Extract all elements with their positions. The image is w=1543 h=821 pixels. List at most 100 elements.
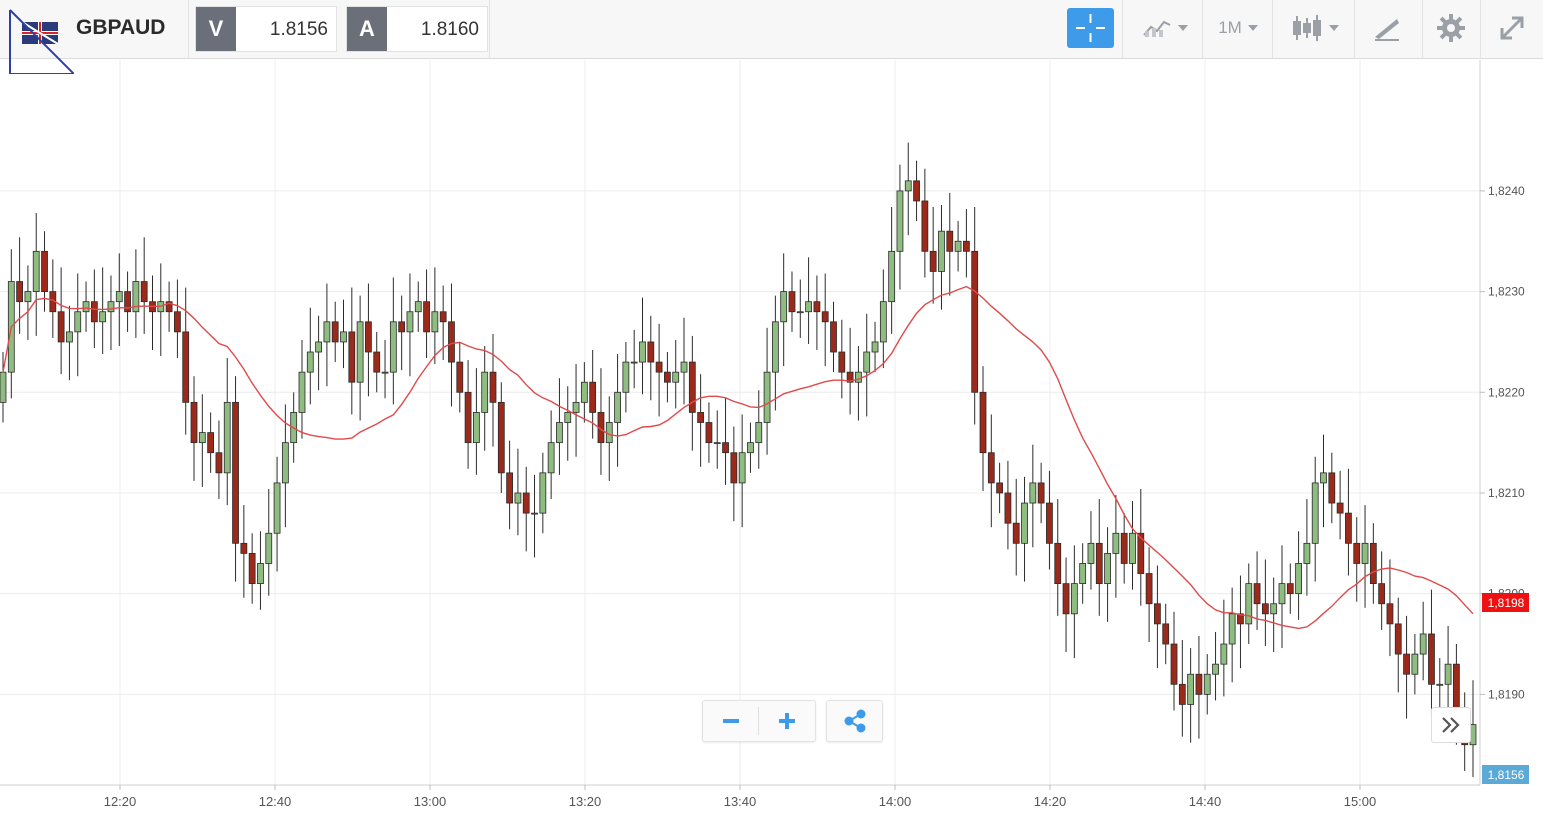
candle-body	[1311, 482, 1319, 544]
toolbar-divider	[1354, 0, 1355, 58]
chevron-down-icon	[1329, 25, 1339, 31]
candle-body	[99, 311, 107, 323]
candle-body	[589, 381, 597, 413]
drawing-tools-button[interactable]	[1362, 8, 1412, 48]
candle-body	[913, 180, 920, 202]
candle-body	[630, 361, 638, 364]
toolbar-divider	[1122, 0, 1123, 58]
candle-body	[456, 361, 464, 393]
drawing-icon	[1375, 19, 1399, 41]
share-button[interactable]	[826, 700, 883, 742]
candle-body	[481, 371, 489, 413]
candle-body	[16, 281, 23, 303]
candle-body	[1154, 603, 1161, 625]
candle-body	[1295, 563, 1302, 595]
candle-body	[74, 311, 82, 333]
zoom-out-button[interactable]	[703, 701, 758, 741]
x-tick-label: 12:20	[104, 794, 137, 809]
chart-type-button[interactable]	[1134, 8, 1196, 48]
candle-body	[1212, 663, 1219, 675]
toolbar-divider	[188, 0, 189, 58]
candle-body	[1345, 512, 1352, 544]
candle-body	[788, 291, 796, 313]
candle-body	[140, 281, 148, 303]
candle-body	[813, 301, 821, 313]
candle-body	[821, 311, 829, 323]
x-tick-label: 14:00	[879, 794, 912, 809]
candle-body	[904, 180, 912, 192]
candle-body	[830, 321, 837, 353]
candle-body	[1270, 603, 1278, 615]
candle-body	[497, 401, 505, 474]
candle-body	[1054, 542, 1062, 585]
buy-price-button[interactable]: A 1.8160	[346, 6, 488, 52]
zoom-in-button[interactable]	[759, 701, 814, 741]
candle-body	[1237, 613, 1244, 625]
candle-body	[763, 371, 771, 423]
candle-body	[1137, 532, 1145, 574]
candle-body	[796, 311, 804, 314]
candle-body	[232, 401, 239, 544]
toolbar-divider	[1202, 0, 1203, 58]
candle-body	[514, 492, 522, 504]
candle-body	[66, 331, 73, 343]
buy-label: A	[347, 7, 387, 51]
x-tick-label: 15:00	[1344, 794, 1377, 809]
candle-body	[198, 432, 206, 444]
crosshair-button[interactable]	[1067, 8, 1114, 48]
fullscreen-button[interactable]	[1490, 8, 1534, 48]
candle-body	[1278, 583, 1286, 605]
candle-body	[265, 532, 273, 564]
y-tick-label: 1,8190	[1488, 687, 1525, 701]
candle-body	[32, 250, 40, 292]
zoom-controls	[702, 700, 816, 742]
candle-body	[747, 442, 754, 454]
timeframe-label: 1M	[1218, 18, 1242, 37]
candle-body	[614, 391, 621, 423]
candle-body	[115, 291, 123, 303]
candle-body	[331, 321, 339, 343]
candle-body	[1012, 522, 1020, 544]
candle-body	[979, 391, 987, 454]
candle-body	[1436, 683, 1444, 686]
candle-body	[1378, 583, 1386, 605]
candle-body	[896, 190, 904, 252]
candle-body	[423, 301, 430, 333]
candle-body	[1245, 583, 1253, 625]
candle-body	[846, 371, 854, 383]
candle-body	[1104, 553, 1111, 585]
candle-body	[381, 371, 389, 374]
instrument-symbol[interactable]: GBPAUD	[76, 16, 166, 39]
candle-body	[1361, 542, 1369, 564]
candle-body	[340, 331, 347, 343]
candle-body	[1029, 482, 1037, 504]
candle-body	[580, 381, 588, 403]
candles-button[interactable]	[1280, 8, 1350, 48]
candle-body	[539, 472, 547, 514]
candle-body	[771, 321, 779, 373]
candle-body	[323, 321, 331, 343]
candle-body	[1187, 673, 1195, 705]
gear-icon	[1437, 14, 1465, 42]
settings-button[interactable]	[1428, 8, 1474, 48]
candle-body	[1253, 583, 1261, 605]
moving-average-price-label-bg	[1482, 593, 1529, 612]
sell-price-button[interactable]: V 1.8156	[195, 6, 337, 52]
scroll-to-latest-button[interactable]	[1431, 707, 1471, 743]
x-tick-label: 13:20	[569, 794, 602, 809]
candle-body	[531, 512, 538, 515]
candle-body	[879, 301, 887, 343]
timeframe-dropdown[interactable]: 1M	[1208, 8, 1268, 48]
x-tick-label: 14:20	[1034, 794, 1067, 809]
x-tick-label: 13:40	[724, 794, 757, 809]
candle-body	[1178, 683, 1186, 705]
chevron-double-right-icon	[1442, 717, 1460, 733]
candle-body	[1120, 532, 1128, 564]
candle-body	[929, 250, 937, 272]
candle-body	[439, 311, 447, 323]
candle-body	[1112, 532, 1120, 554]
candle-body	[365, 321, 372, 353]
moving-average-price-label: 1,8198	[1488, 596, 1525, 610]
